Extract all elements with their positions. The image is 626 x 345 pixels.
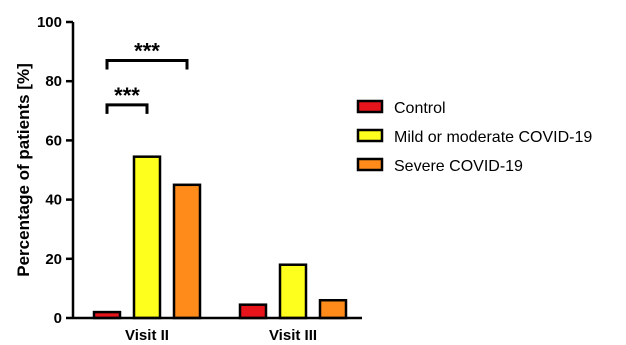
significance-bracket	[105, 103, 149, 114]
legend: Control Mild or moderate COVID-19 Severe C…	[356, 99, 592, 175]
y-tick-label: 40	[45, 192, 62, 209]
legend-label: Severe COVID-19	[394, 158, 523, 175]
y-ticks-group: 0 20 40 60 80 100	[37, 14, 73, 327]
bar	[238, 303, 268, 320]
x-category-label: Visit III	[269, 327, 317, 344]
bar	[132, 155, 162, 320]
x-labels-group: Visit II Visit III	[125, 327, 317, 344]
y-tick-label: 80	[45, 73, 62, 90]
x-category-label: Visit II	[125, 327, 169, 344]
significance-label: ***	[134, 38, 160, 63]
bars-group	[92, 155, 348, 320]
bar	[278, 263, 308, 320]
y-tick-label: 0	[54, 310, 62, 327]
axes-group	[71, 22, 362, 320]
y-axis-label: Percentage of patients [%]	[14, 63, 33, 277]
significance-label: ***	[114, 83, 140, 108]
legend-label: Control	[394, 100, 446, 117]
y-tick-label: 100	[37, 14, 62, 31]
legend-label: Mild or moderate COVID-19	[394, 129, 592, 146]
significance-group: *** ***	[105, 38, 189, 114]
bar	[172, 183, 202, 320]
y-tick-label: 20	[45, 251, 62, 268]
legend-swatch	[356, 99, 384, 114]
significance-bracket	[105, 58, 189, 70]
legend-swatch	[356, 157, 384, 172]
legend-swatch	[356, 128, 384, 143]
bar	[318, 298, 348, 320]
y-tick-label: 60	[45, 132, 62, 149]
